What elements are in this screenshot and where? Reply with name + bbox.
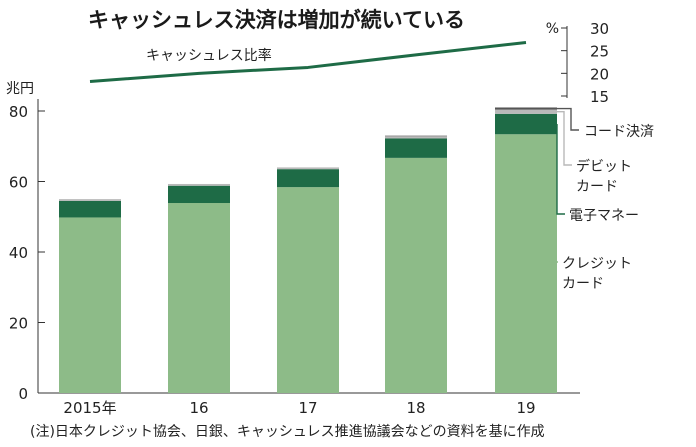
bar-segment: [385, 136, 447, 139]
y-tick-label: 80: [9, 103, 28, 121]
ratio-line-label: キャッシュレス比率: [146, 47, 272, 64]
label-debit-card: カード: [576, 179, 618, 195]
label-debit-card: デビット: [576, 158, 632, 175]
chart-title: キャッシュレス決済は増加が続いている: [88, 8, 465, 32]
label-connector: [557, 111, 572, 166]
y-axis-unit: 兆円: [6, 81, 34, 97]
bar-segment: [495, 107, 557, 110]
x-tick-label: 18: [406, 399, 425, 417]
bar-segment: [168, 203, 230, 393]
ratio-panel: % 15 20 25 30 キャッシュレス比率: [89, 20, 609, 106]
label-e-money: 電子マネー: [569, 208, 639, 224]
bar-segment: [168, 183, 230, 186]
y-tick-label: 20: [9, 315, 28, 333]
bar-panel: 兆円 0 20 40 60 80 2015年 16 17 18 19: [6, 81, 580, 417]
bar-segment: [495, 134, 557, 393]
bar-segment: [168, 185, 230, 204]
ratio-line: [89, 41, 527, 83]
bar-segment: [385, 135, 447, 137]
y-tick-label: 60: [9, 174, 28, 192]
label-connector: [556, 124, 565, 215]
ratio-tick-label: 20: [590, 65, 609, 83]
ratio-tick-label: 25: [590, 43, 609, 61]
label-credit-card: クレジット: [562, 256, 632, 272]
x-tick-label: 17: [298, 399, 317, 417]
label-code-payment: コード決済: [584, 124, 654, 140]
bar-segment: [495, 109, 557, 114]
y-tick-label: 0: [18, 385, 28, 403]
bar-segment: [277, 167, 339, 170]
bar-segment: [59, 200, 121, 218]
ratio-axis-unit: %: [546, 21, 559, 37]
x-tick-label: 2015年: [63, 399, 116, 417]
ratio-tick-label: 30: [590, 20, 609, 38]
bar-segment: [277, 169, 339, 188]
bar-segment: [59, 217, 121, 393]
source-note: (注)日本クレジット協会、日銀、キャッシュレス推進協議会などの資料を基に作成: [30, 423, 545, 440]
ratio-tick-label: 15: [590, 88, 609, 106]
bar-segment: [385, 157, 447, 393]
label-connector: [549, 261, 558, 265]
bar-segment: [385, 138, 447, 158]
x-tick-label: 19: [516, 399, 535, 417]
x-tick-label: 16: [189, 399, 208, 417]
label-connector: [557, 107, 579, 131]
label-credit-card: カード: [562, 276, 604, 292]
y-tick-label: 40: [9, 244, 28, 262]
bar-segment: [495, 113, 557, 135]
bar-segment: [277, 187, 339, 393]
bar-segment: [59, 199, 121, 201]
